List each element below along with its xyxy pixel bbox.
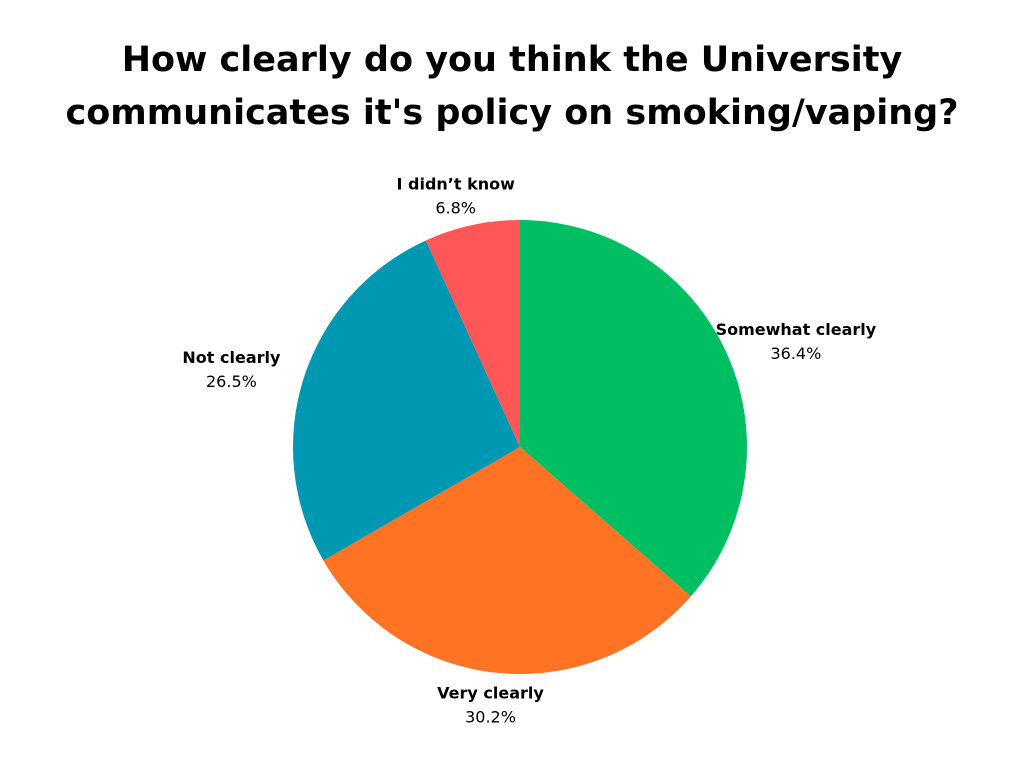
- slice-label: I didn’t know: [396, 174, 515, 193]
- pie-slice: [292, 240, 520, 561]
- slice-value: 30.2%: [465, 707, 516, 726]
- slice-label: Not clearly: [182, 348, 281, 367]
- slice-label: Very clearly: [437, 683, 544, 702]
- slice-value: 36.4%: [770, 344, 821, 363]
- pie-slice: [425, 220, 520, 447]
- slice-value: 6.8%: [435, 198, 476, 217]
- slice-value: 26.5%: [206, 372, 257, 391]
- chart-title: How clearly do you think the University …: [65, 40, 959, 133]
- pie-slice: [520, 220, 747, 597]
- pie-slice: [323, 447, 691, 674]
- slice-label: Somewhat clearly: [716, 320, 877, 339]
